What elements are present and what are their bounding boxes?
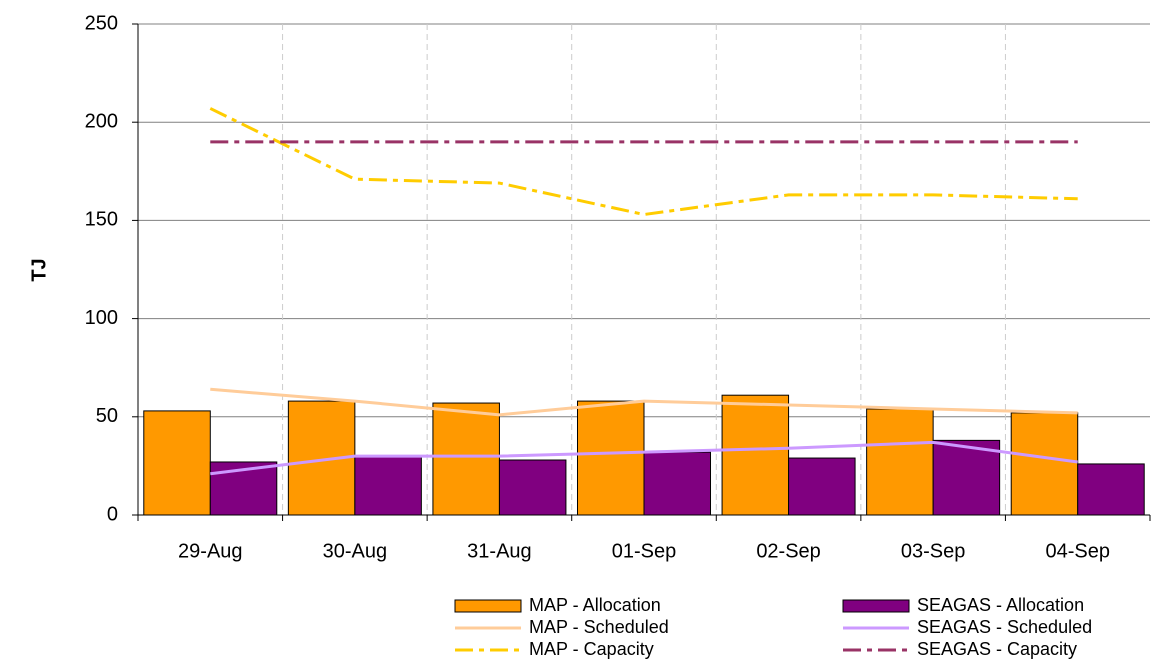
legend-label: MAP - Allocation xyxy=(529,595,661,615)
legend-label: MAP - Capacity xyxy=(529,639,654,659)
bar xyxy=(788,457,856,516)
bar xyxy=(721,394,790,516)
y-tick-label: 50 xyxy=(96,405,118,427)
y-axis-label: TJ xyxy=(28,258,50,281)
line xyxy=(210,387,1078,417)
legend-swatch xyxy=(454,599,522,613)
legend-label: SEAGAS - Allocation xyxy=(917,595,1084,615)
legend-label: MAP - Scheduled xyxy=(529,617,669,637)
bar xyxy=(1077,463,1145,516)
line xyxy=(209,107,1078,217)
x-tick-label: 29-Aug xyxy=(178,540,243,562)
x-tick-label: 01-Sep xyxy=(612,540,677,562)
x-tick-label: 31-Aug xyxy=(467,540,532,562)
y-tick-label: 200 xyxy=(85,110,118,132)
line xyxy=(210,440,1078,476)
bar xyxy=(354,455,422,516)
bar xyxy=(643,451,712,516)
bar xyxy=(432,402,500,516)
x-tick-label: 02-Sep xyxy=(756,540,821,562)
bar xyxy=(932,439,1001,516)
x-tick-label: 30-Aug xyxy=(323,540,388,562)
y-tick-label: 150 xyxy=(85,209,118,231)
bar xyxy=(1010,412,1079,516)
bar xyxy=(866,408,934,516)
y-tick-label: 100 xyxy=(85,307,118,329)
bar xyxy=(143,410,211,516)
legend-label: SEAGAS - Scheduled xyxy=(917,617,1092,637)
bar xyxy=(576,400,645,516)
y-tick-label: 0 xyxy=(107,503,118,525)
x-tick-label: 04-Sep xyxy=(1045,540,1110,562)
y-tick-label: 250 xyxy=(85,12,118,34)
legend-label: SEAGAS - Capacity xyxy=(917,639,1077,659)
x-tick-label: 03-Sep xyxy=(901,540,966,562)
legend-swatch xyxy=(842,599,910,613)
bar xyxy=(498,459,567,516)
